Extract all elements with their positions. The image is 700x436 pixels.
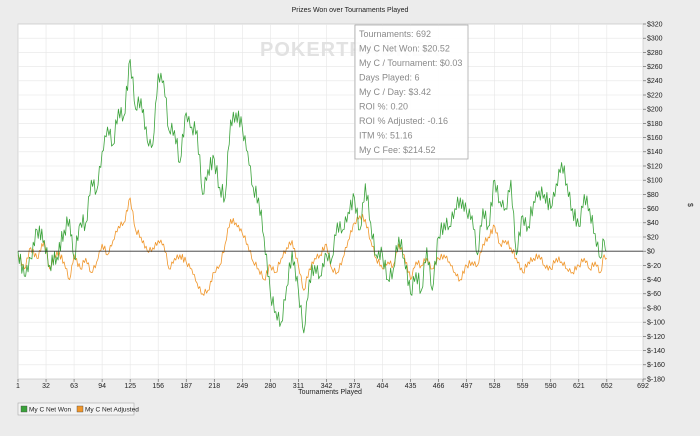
y-tick-label: $-160 xyxy=(647,362,665,369)
x-tick-label: 559 xyxy=(517,383,529,390)
series-line xyxy=(17,197,608,296)
y-tick-label: $-60 xyxy=(647,291,661,298)
x-tick-label: 1 xyxy=(16,383,20,390)
x-tick-label: 342 xyxy=(321,383,333,390)
x-tick-label: 373 xyxy=(349,383,361,390)
y-tick-label: $240 xyxy=(647,78,663,85)
x-tick-label: 94 xyxy=(98,383,106,390)
x-tick-label: 32 xyxy=(42,383,50,390)
x-tick-label: 466 xyxy=(433,383,445,390)
x-tick-label: 280 xyxy=(265,383,277,390)
series-lines xyxy=(17,59,608,334)
legend: My C Net Won My C Net Adjusted xyxy=(17,402,139,416)
y-tick-label: $20 xyxy=(647,234,659,241)
x-tick-label: 528 xyxy=(489,383,501,390)
y-tick-label: $0 xyxy=(647,249,655,256)
stats-box-line: My C Fee: $214.52 xyxy=(359,145,436,155)
stats-box-line: Tournaments: 692 xyxy=(359,29,431,39)
y-axis-label: $ xyxy=(686,203,693,207)
x-tick-label: 621 xyxy=(573,383,585,390)
y-tick-label: $40 xyxy=(647,220,659,227)
x-tick-label: 249 xyxy=(236,383,248,390)
legend-swatch xyxy=(20,405,28,413)
chart-title: Prizes Won over Tournaments Played xyxy=(292,7,409,14)
y-tick-label: $200 xyxy=(647,107,663,114)
y-tick-label: $120 xyxy=(647,163,663,170)
stats-box-line: Days Played: 6 xyxy=(359,73,420,83)
x-tick-label: 590 xyxy=(545,383,557,390)
x-tick-label: 435 xyxy=(405,383,417,390)
x-tick-label: 497 xyxy=(461,383,473,390)
stats-box-line: My C Net Won: $20.52 xyxy=(359,44,450,54)
grid-lines xyxy=(17,23,644,380)
x-axis: 1 32 63 94 125 156 187 218 249 280 311 342 373 404 435… xyxy=(16,379,649,390)
x-tick-label: 692 xyxy=(637,383,649,390)
legend-label: My C Net Won xyxy=(29,407,72,414)
stats-box-line: My C / Tournament: $0.03 xyxy=(359,58,462,68)
legend-swatch xyxy=(76,405,84,413)
y-tick-label: $-20 xyxy=(647,263,661,270)
y-tick-label: $280 xyxy=(647,50,663,57)
y-tick-label: $320 xyxy=(647,21,663,28)
y-tick-label: $-140 xyxy=(647,348,665,355)
y-tick-label: $300 xyxy=(647,36,663,43)
x-tick-label: 156 xyxy=(152,383,164,390)
plot-area xyxy=(17,23,644,380)
y-tick-label: $-40 xyxy=(647,277,661,284)
x-tick-label: 187 xyxy=(180,383,192,390)
y-tick-label: $260 xyxy=(647,64,663,71)
legend-frame xyxy=(17,402,135,416)
x-tick-label: 311 xyxy=(293,383,304,390)
stats-box-line: ROI %: 0.20 xyxy=(359,102,408,112)
y-tick-label: $-80 xyxy=(647,305,661,312)
y-tick-label: $180 xyxy=(647,121,663,128)
y-axis: $320 $300 $280 $260 $240 $220 $200 $180 $160 $140… xyxy=(643,21,665,383)
stats-box-line: ROI % Adjusted: -0.16 xyxy=(359,116,448,126)
x-tick-label: 404 xyxy=(377,383,389,390)
x-axis-label: Tournaments Played xyxy=(298,389,362,396)
series-line xyxy=(17,59,607,334)
y-tick-label: $-180 xyxy=(647,376,665,383)
y-tick-label: $-100 xyxy=(647,320,665,327)
stats-box: Tournaments: 692 My C Net Won: $20.52 My C… xyxy=(354,24,469,160)
legend-label: My C Net Adjusted xyxy=(85,407,139,414)
y-tick-label: $220 xyxy=(647,92,663,99)
x-tick-label: 652 xyxy=(601,383,613,390)
y-tick-label: $160 xyxy=(647,135,663,142)
stats-box-line: ITM %: 51.16 xyxy=(359,131,413,141)
x-tick-label: 63 xyxy=(70,383,78,390)
stats-box-frame xyxy=(354,24,469,160)
y-tick-label: $80 xyxy=(647,192,659,199)
y-tick-label: $60 xyxy=(647,206,659,213)
x-tick-label: 125 xyxy=(124,383,136,390)
stats-box-line: My C / Day: $3.42 xyxy=(359,87,431,97)
y-tick-label: $140 xyxy=(647,149,663,156)
x-tick-label: 218 xyxy=(208,383,220,390)
y-tick-label: $100 xyxy=(647,178,663,185)
y-tick-label: $-120 xyxy=(647,334,665,341)
